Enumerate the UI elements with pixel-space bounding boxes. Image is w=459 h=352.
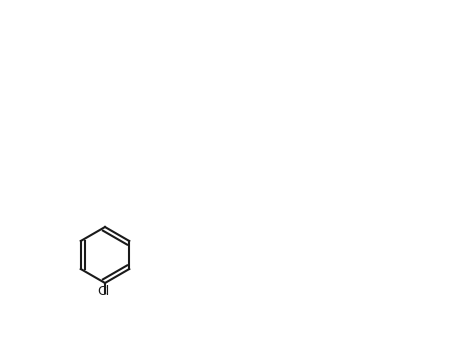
Text: Cl: Cl [97, 285, 109, 298]
